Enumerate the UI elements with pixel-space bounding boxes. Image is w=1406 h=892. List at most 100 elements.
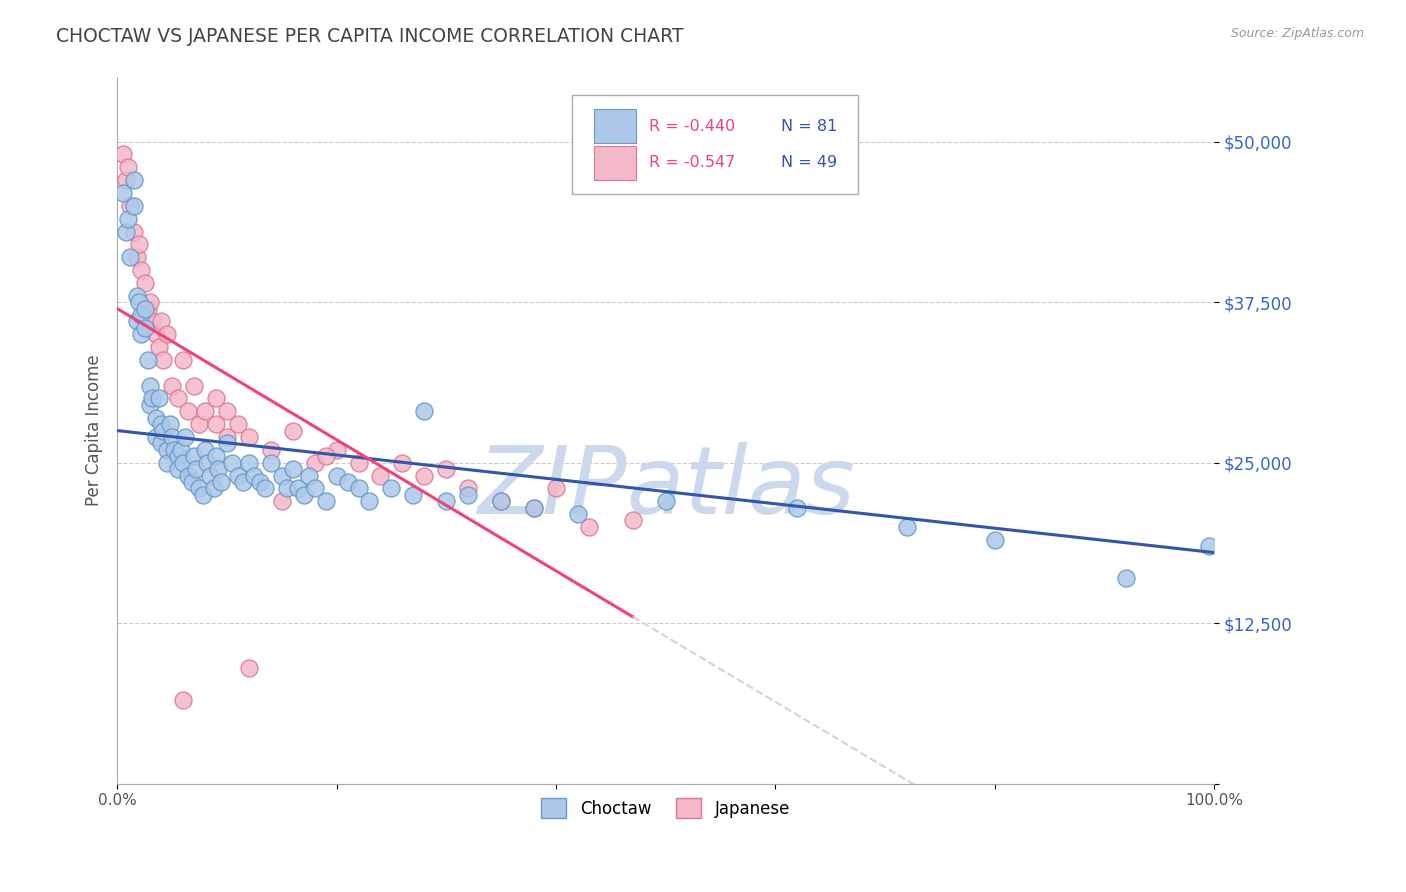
Point — [139, 378, 162, 392]
Point — [325, 468, 347, 483]
Point — [117, 161, 139, 175]
Point — [457, 488, 479, 502]
Point — [434, 462, 457, 476]
Point — [194, 442, 217, 457]
Point — [205, 450, 228, 464]
Point — [457, 482, 479, 496]
Point — [347, 456, 370, 470]
Point — [155, 327, 177, 342]
Point — [544, 482, 567, 496]
Point — [177, 404, 200, 418]
Point — [523, 500, 546, 515]
Point — [1115, 571, 1137, 585]
Point — [270, 494, 292, 508]
Point — [489, 494, 512, 508]
Point — [380, 482, 402, 496]
Point — [134, 301, 156, 316]
Text: N = 81: N = 81 — [780, 119, 837, 134]
FancyBboxPatch shape — [595, 146, 636, 180]
Point — [207, 462, 229, 476]
Point — [166, 462, 188, 476]
Point — [215, 436, 238, 450]
Point — [238, 430, 260, 444]
Point — [347, 482, 370, 496]
Point — [200, 468, 222, 483]
Point — [298, 468, 321, 483]
Point — [304, 482, 326, 496]
Point — [226, 417, 249, 432]
Point — [131, 327, 153, 342]
Point — [155, 442, 177, 457]
FancyBboxPatch shape — [572, 95, 858, 194]
Point — [202, 482, 225, 496]
Text: R = -0.547: R = -0.547 — [650, 155, 735, 170]
Point — [180, 475, 202, 489]
Point — [145, 327, 167, 342]
Text: CHOCTAW VS JAPANESE PER CAPITA INCOME CORRELATION CHART: CHOCTAW VS JAPANESE PER CAPITA INCOME CO… — [56, 27, 683, 45]
Point — [221, 456, 243, 470]
FancyBboxPatch shape — [595, 109, 636, 143]
Point — [281, 424, 304, 438]
Point — [122, 225, 145, 239]
Point — [145, 430, 167, 444]
Point — [139, 398, 162, 412]
Point — [370, 468, 392, 483]
Point — [150, 314, 173, 328]
Point — [402, 488, 425, 502]
Point — [172, 693, 194, 707]
Point — [292, 488, 315, 502]
Point — [166, 450, 188, 464]
Point — [205, 392, 228, 406]
Point — [152, 353, 174, 368]
Point — [191, 488, 214, 502]
Point — [115, 225, 138, 239]
Point — [254, 482, 277, 496]
Point — [148, 340, 170, 354]
Point — [621, 513, 644, 527]
Point — [249, 475, 271, 489]
Point — [120, 250, 142, 264]
Point — [232, 475, 254, 489]
Point — [243, 468, 266, 483]
Point — [186, 462, 208, 476]
Text: ZIPatlas: ZIPatlas — [477, 442, 855, 533]
Point — [195, 456, 218, 470]
Point — [125, 314, 148, 328]
Point — [315, 450, 337, 464]
Point — [325, 442, 347, 457]
Point — [238, 456, 260, 470]
Point — [413, 468, 436, 483]
Point — [139, 295, 162, 310]
Point — [136, 353, 159, 368]
Point — [215, 430, 238, 444]
Point — [174, 430, 197, 444]
Point — [188, 482, 211, 496]
Point — [150, 417, 173, 432]
Point — [145, 410, 167, 425]
Point — [170, 442, 193, 457]
Point — [523, 500, 546, 515]
Point — [215, 404, 238, 418]
Point — [1198, 539, 1220, 553]
Point — [122, 173, 145, 187]
Point — [111, 186, 134, 200]
Point — [136, 301, 159, 316]
Point — [281, 462, 304, 476]
Text: R = -0.440: R = -0.440 — [650, 119, 735, 134]
Point — [141, 392, 163, 406]
Point — [260, 442, 283, 457]
Point — [148, 392, 170, 406]
Point — [413, 404, 436, 418]
Point — [287, 482, 309, 496]
Point — [260, 456, 283, 470]
Point — [183, 450, 205, 464]
Point — [128, 237, 150, 252]
Point — [983, 533, 1005, 547]
Point — [131, 263, 153, 277]
Text: Source: ZipAtlas.com: Source: ZipAtlas.com — [1230, 27, 1364, 40]
Point — [205, 417, 228, 432]
Point — [786, 500, 808, 515]
Point — [391, 456, 413, 470]
Point — [172, 353, 194, 368]
Point — [159, 417, 181, 432]
